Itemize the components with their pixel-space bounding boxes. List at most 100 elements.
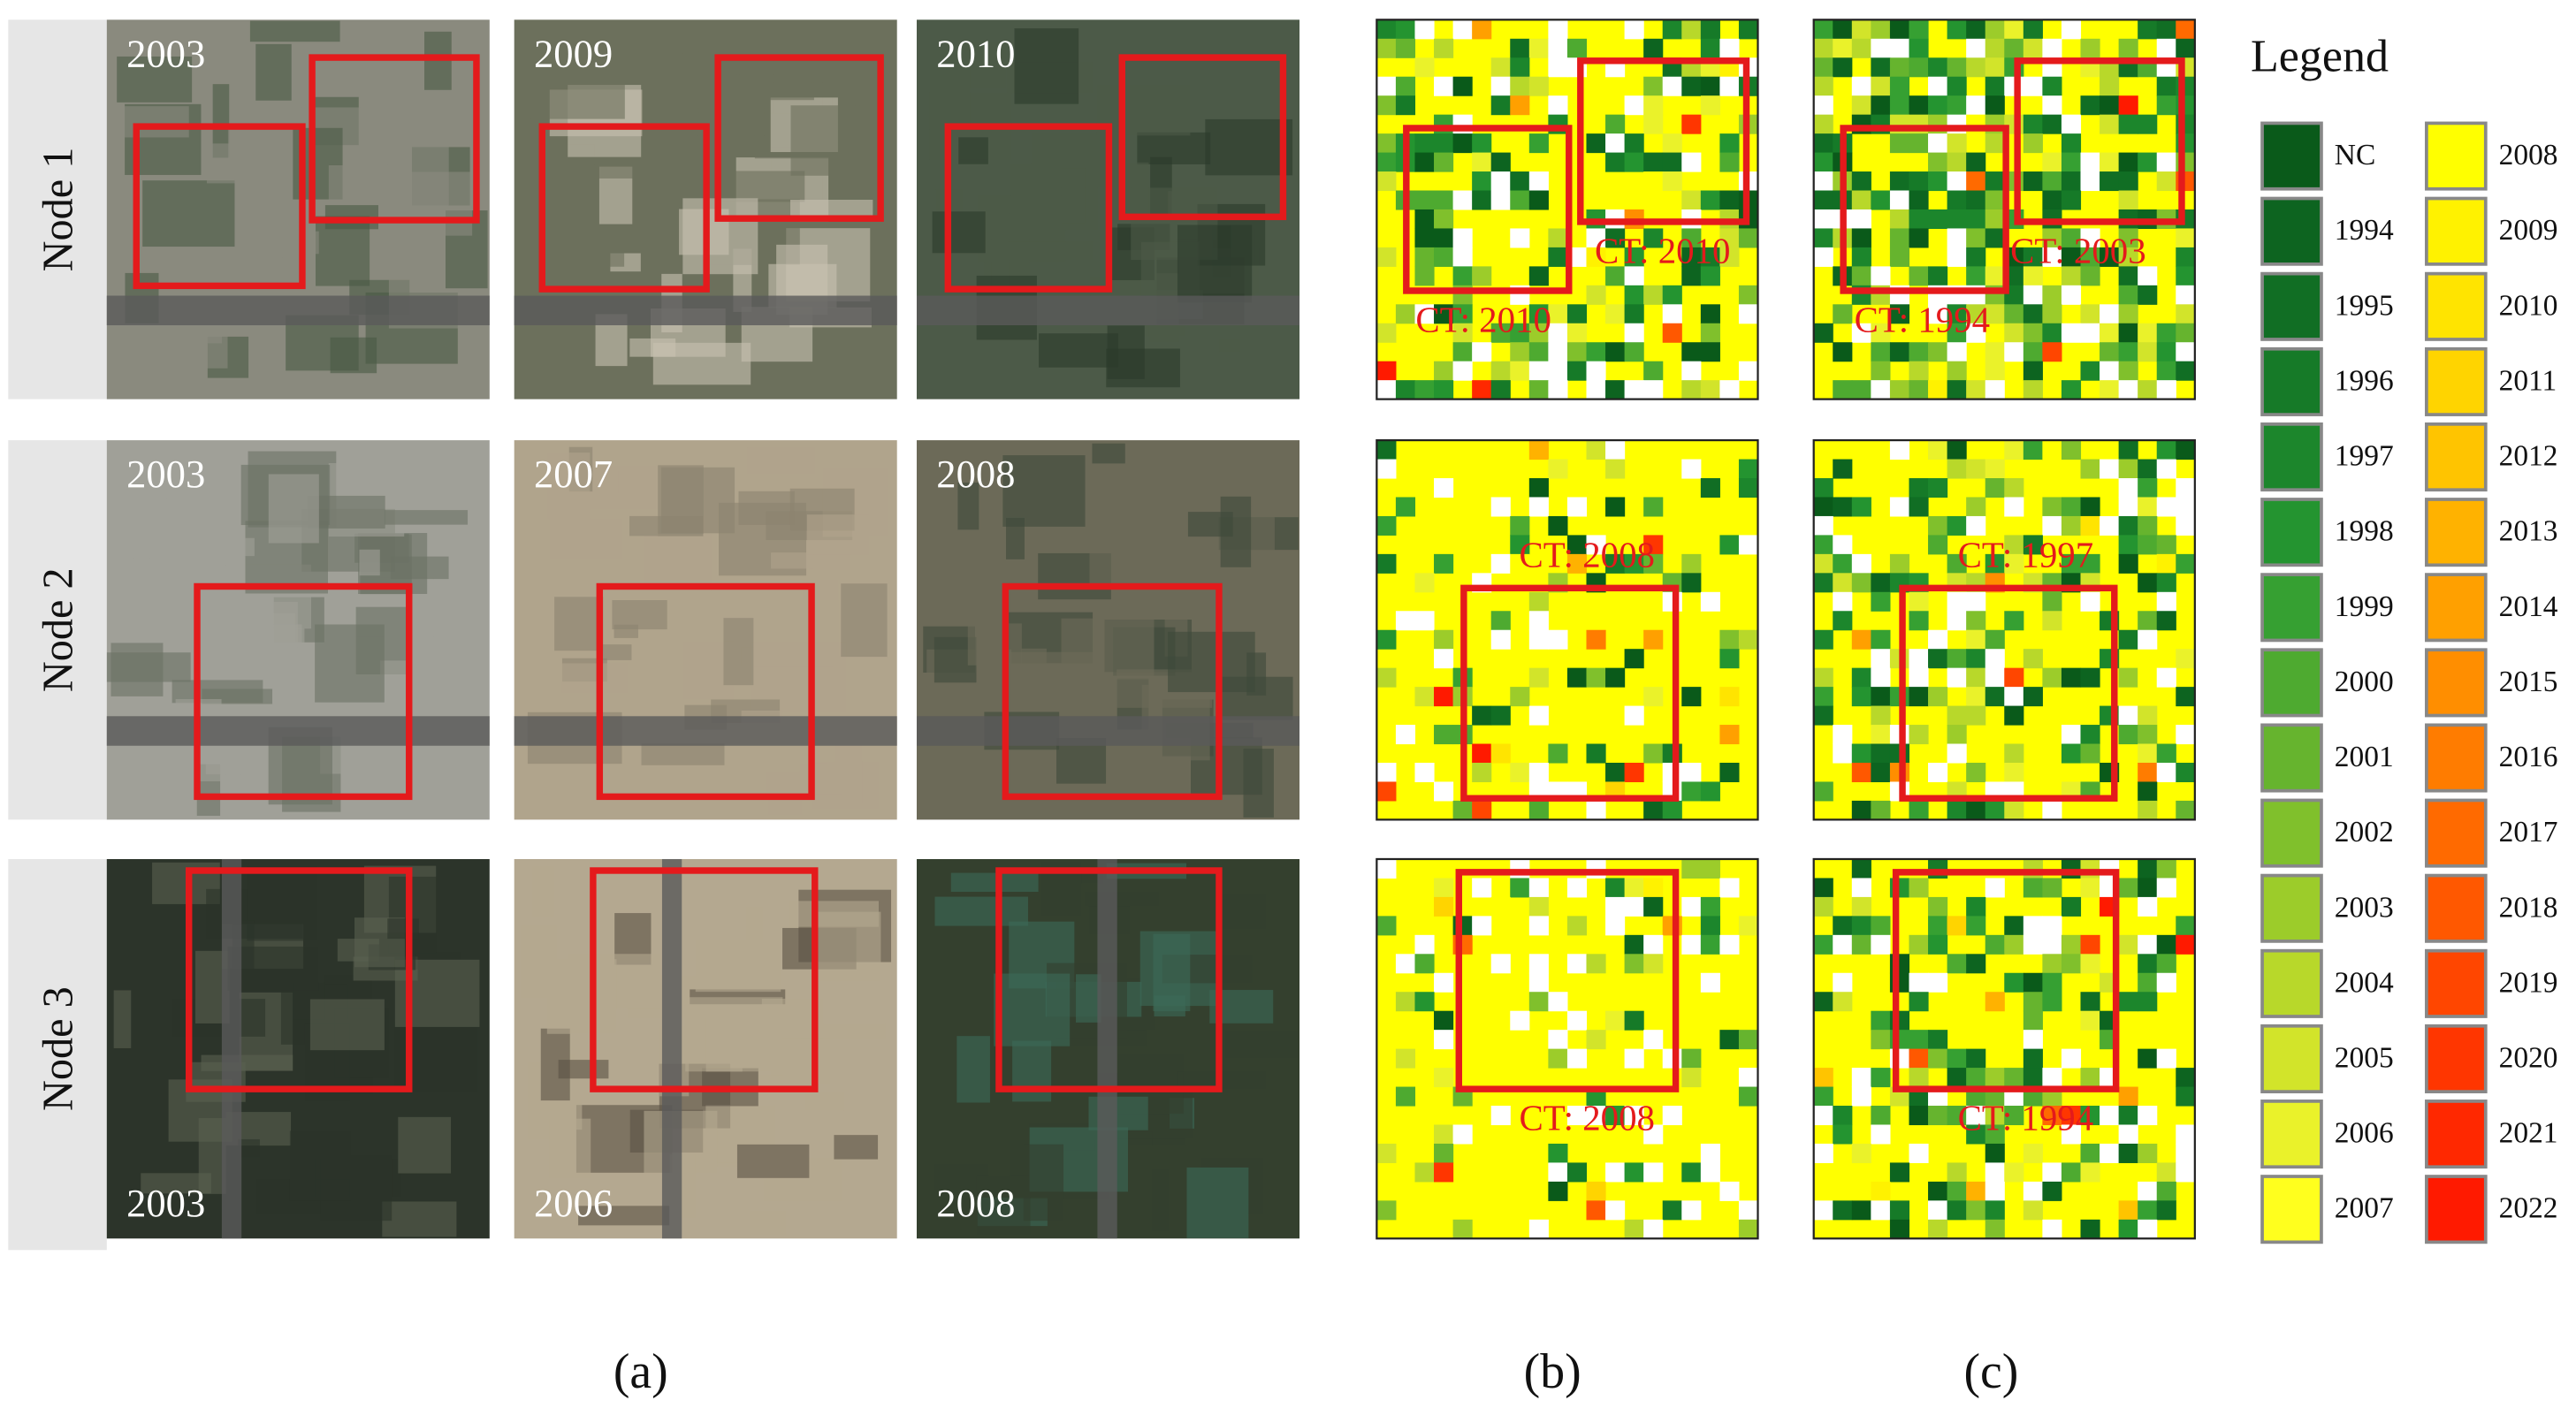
map-cell <box>2080 515 2100 536</box>
image-texture <box>1076 974 1101 1023</box>
map-cell <box>1681 459 1702 479</box>
map-cell <box>1966 629 1986 650</box>
map-cell <box>1909 266 1929 286</box>
map-cell <box>1472 342 1492 362</box>
image-texture <box>747 447 816 475</box>
map-cell <box>1738 916 1759 936</box>
legend-label: 2007 <box>2335 1192 2394 1225</box>
image-texture <box>226 613 295 680</box>
road <box>916 295 1300 325</box>
map-cell <box>1643 95 1664 116</box>
map-cell <box>2023 535 2043 555</box>
legend-label: 2013 <box>2499 515 2558 548</box>
map-cell <box>2042 95 2062 116</box>
map-cell <box>2023 1200 2043 1221</box>
map-cell <box>1605 667 1626 688</box>
map-cell <box>1566 323 1588 343</box>
image-texture <box>741 647 833 667</box>
row-label: Node 3 <box>35 986 82 1111</box>
map-cell <box>1947 515 1967 536</box>
map-cell <box>2118 459 2138 479</box>
map-cell <box>1928 95 1948 116</box>
map-cell <box>2023 972 2043 993</box>
map-cell <box>1813 896 1833 917</box>
map-cell <box>1966 687 1986 707</box>
map-cell <box>1548 1181 1568 1201</box>
map-cell <box>1662 591 1682 612</box>
map-cell <box>1985 57 2005 78</box>
map-cell <box>2118 1143 2138 1163</box>
map-cell <box>1376 380 1397 400</box>
map-cell <box>1566 1010 1588 1031</box>
map-cell <box>1985 133 2005 154</box>
map-cell <box>2023 19 2043 40</box>
map-cell <box>1719 380 1740 400</box>
map-cell <box>2061 247 2082 267</box>
image-texture <box>705 1017 743 1072</box>
map-cell <box>1548 380 1568 400</box>
map-cell <box>1947 1200 1967 1221</box>
map-cell <box>1889 304 1910 324</box>
map-cell <box>2138 992 2158 1012</box>
map-cell <box>1452 1124 1473 1145</box>
map-cell <box>2080 934 2100 955</box>
map-cell <box>1871 743 1891 764</box>
map-cell <box>2138 1143 2158 1163</box>
map-cell <box>2004 440 2024 460</box>
map-cell <box>2042 515 2062 536</box>
map-cell <box>1490 743 1511 764</box>
map-cell <box>1813 573 1833 593</box>
map-cell <box>1833 38 1853 58</box>
legend-swatch <box>2260 346 2323 416</box>
map-cell <box>1909 934 1929 955</box>
map-cell <box>1548 304 1568 324</box>
map-cell <box>2118 266 2138 286</box>
map-cell <box>1434 629 1454 650</box>
map-cell <box>1813 133 1833 154</box>
map-cell <box>1548 1143 1568 1163</box>
map-cell <box>1985 342 2005 362</box>
map-cell <box>2042 878 2062 898</box>
map-cell <box>1871 342 1891 362</box>
map-cell <box>2118 1086 2138 1107</box>
map-cell <box>1928 687 1948 707</box>
map-cell <box>1528 800 1549 820</box>
image-texture <box>644 533 712 591</box>
map-cell <box>1624 896 1644 917</box>
map-cell <box>1851 667 1871 688</box>
map-cell <box>1928 629 1948 650</box>
map-cell <box>1472 878 1492 898</box>
map-cell <box>2004 535 2024 555</box>
image-texture <box>614 624 638 638</box>
map-cell <box>1528 133 1549 154</box>
map-cell <box>1719 878 1740 898</box>
map-cell <box>1851 1200 1871 1221</box>
map-cell <box>1928 972 1948 993</box>
map-cell <box>2138 725 2158 745</box>
map-cell <box>1928 76 1948 96</box>
map-cell <box>2176 916 2196 936</box>
map-cell <box>1566 304 1588 324</box>
map-cell <box>2118 304 2138 324</box>
image-texture <box>133 749 226 782</box>
image-texture <box>771 552 814 569</box>
legend-label: 2003 <box>2335 891 2394 924</box>
highlight-box <box>1899 584 2118 802</box>
map-cell <box>2042 1219 2062 1239</box>
map-cell <box>2023 171 2043 192</box>
map-cell <box>1833 573 1853 593</box>
map-cell <box>2004 972 2024 993</box>
map-cell <box>1851 1086 1871 1107</box>
map-cell <box>1985 1162 2005 1183</box>
map-cell <box>1700 1162 1720 1183</box>
map-cell <box>1833 535 1853 555</box>
map-cell <box>2004 667 2024 688</box>
map-cell <box>2042 497 2062 517</box>
map-cell <box>1490 705 1511 726</box>
map-cell <box>2176 19 2196 40</box>
map-frame <box>1812 19 2196 400</box>
map-cell <box>1909 878 1929 898</box>
map-cell <box>1833 553 1853 574</box>
map-cell <box>2023 342 2043 362</box>
image-texture <box>929 50 971 130</box>
